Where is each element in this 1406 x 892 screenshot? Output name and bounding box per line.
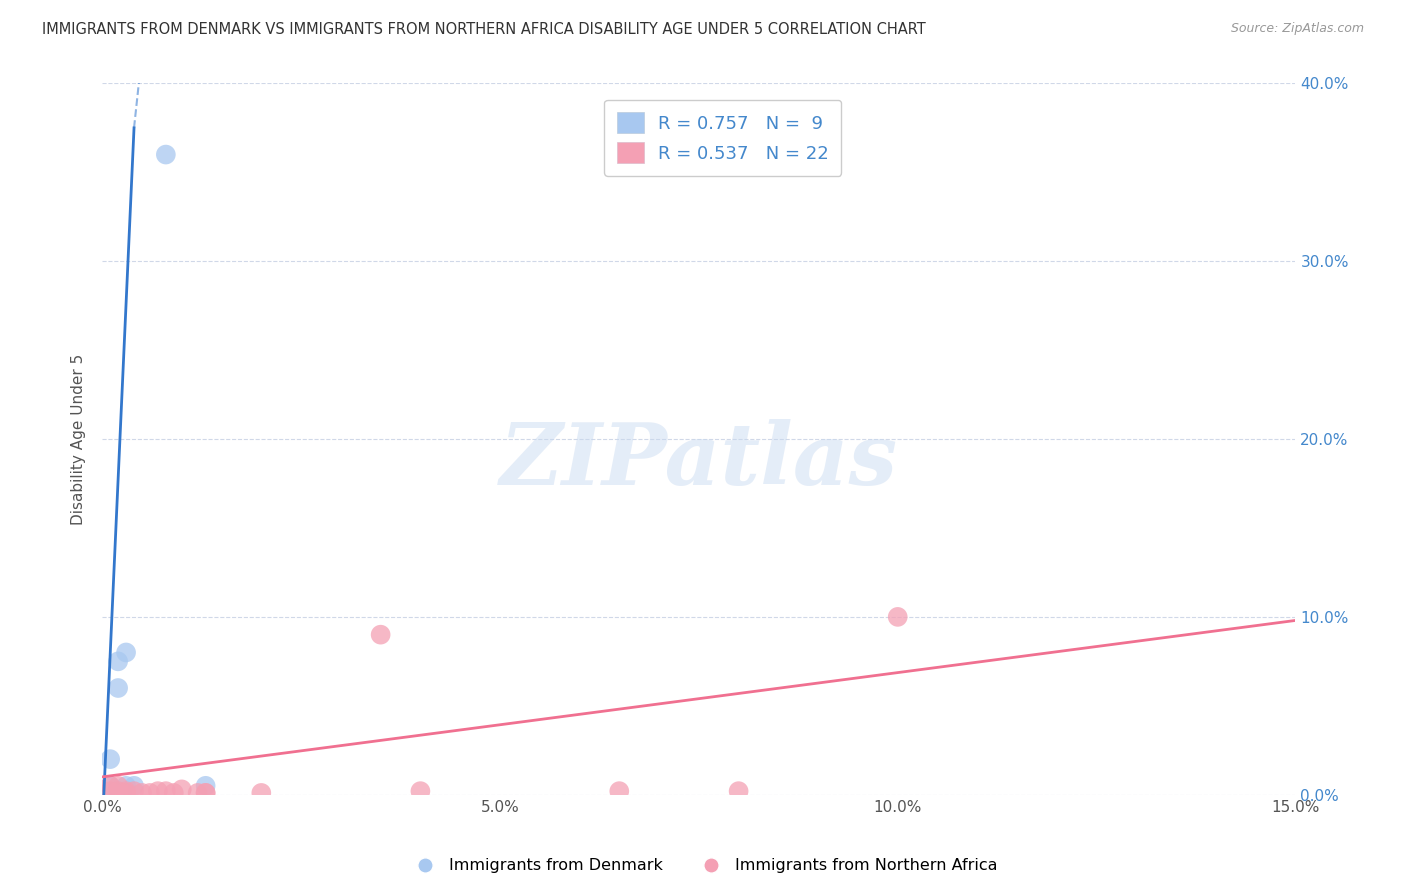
Y-axis label: Disability Age Under 5: Disability Age Under 5 bbox=[72, 353, 86, 524]
Text: IMMIGRANTS FROM DENMARK VS IMMIGRANTS FROM NORTHERN AFRICA DISABILITY AGE UNDER : IMMIGRANTS FROM DENMARK VS IMMIGRANTS FR… bbox=[42, 22, 927, 37]
Point bbox=[122, 779, 145, 793]
Point bbox=[115, 784, 138, 798]
Text: Source: ZipAtlas.com: Source: ZipAtlas.com bbox=[1230, 22, 1364, 36]
Point bbox=[98, 752, 121, 766]
Point bbox=[187, 786, 209, 800]
Point bbox=[122, 784, 145, 798]
Legend: R = 0.757   N =  9, R = 0.537   N = 22: R = 0.757 N = 9, R = 0.537 N = 22 bbox=[605, 100, 841, 176]
Point bbox=[107, 779, 129, 793]
Point bbox=[170, 782, 193, 797]
Point bbox=[194, 786, 217, 800]
Point bbox=[146, 784, 169, 798]
Point bbox=[194, 779, 217, 793]
Point bbox=[155, 147, 177, 161]
Point bbox=[107, 681, 129, 695]
Point bbox=[98, 779, 121, 793]
Point bbox=[139, 786, 162, 800]
Point bbox=[163, 786, 186, 800]
Point bbox=[131, 786, 153, 800]
Point bbox=[115, 786, 138, 800]
Text: ZIPatlas: ZIPatlas bbox=[499, 418, 898, 502]
Point bbox=[115, 645, 138, 659]
Point bbox=[115, 779, 138, 793]
Point bbox=[107, 654, 129, 668]
Point bbox=[98, 784, 121, 798]
Point bbox=[886, 610, 908, 624]
Point bbox=[370, 628, 392, 642]
Point bbox=[194, 786, 217, 800]
Point bbox=[98, 779, 121, 793]
Legend: Immigrants from Denmark, Immigrants from Northern Africa: Immigrants from Denmark, Immigrants from… bbox=[402, 852, 1004, 880]
Point bbox=[107, 784, 129, 798]
Point bbox=[607, 784, 630, 798]
Point bbox=[250, 786, 273, 800]
Point bbox=[155, 784, 177, 798]
Point bbox=[409, 784, 432, 798]
Point bbox=[727, 784, 749, 798]
